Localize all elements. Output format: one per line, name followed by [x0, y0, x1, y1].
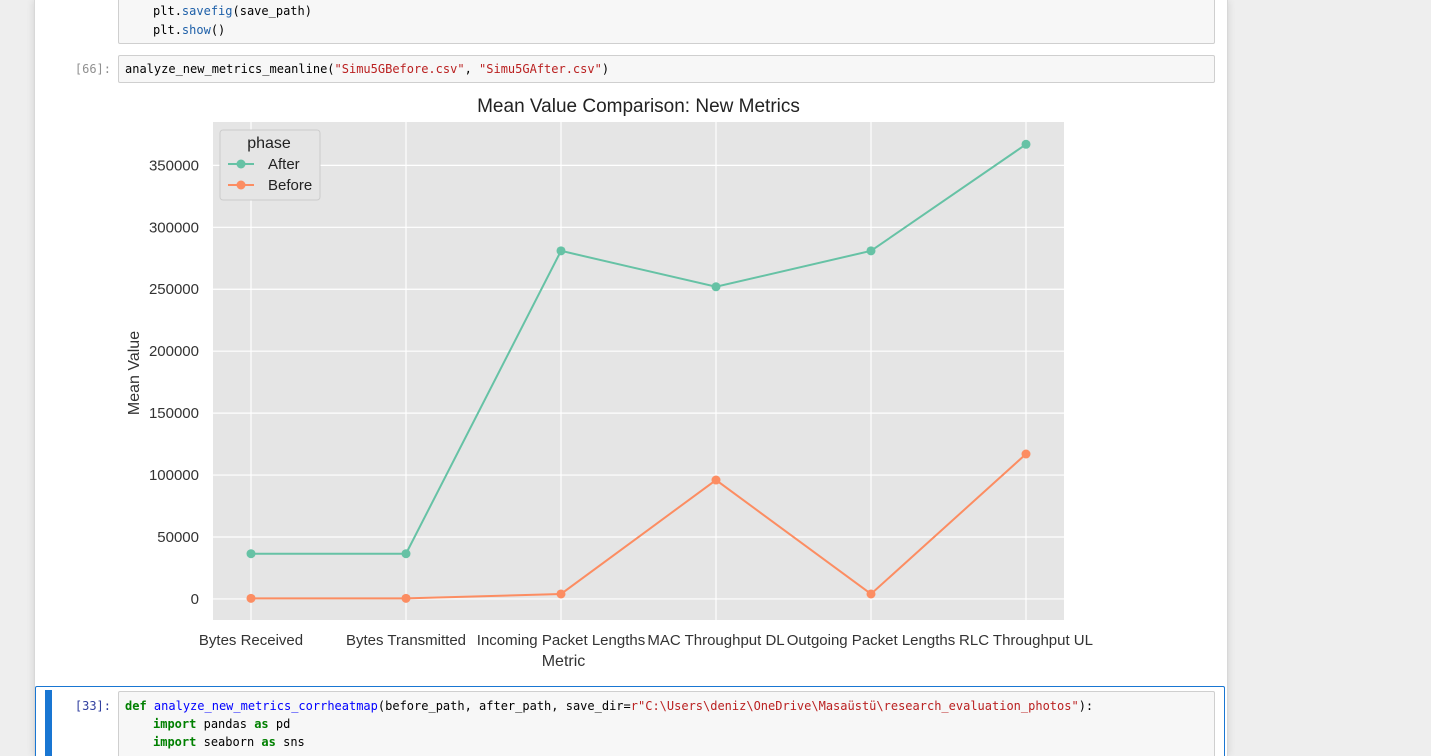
y-tick-label: 200000 — [149, 343, 199, 360]
code-line: import seaborn as sns — [153, 735, 305, 749]
selected-cell-frame — [35, 686, 1225, 756]
code-line: def analyze_new_metrics_corrheatmap(befo… — [125, 699, 1093, 713]
y-tick-label: 350000 — [149, 157, 199, 174]
cell-prompt-33: [33]: — [74, 699, 111, 713]
code-token: savefig — [181, 4, 233, 18]
legend-label: Before — [268, 177, 312, 194]
code-token: analyze_new_metrics_meanline( — [125, 62, 335, 76]
code-token: plt — [153, 23, 175, 37]
code-token: ) — [601, 62, 610, 76]
plot-area — [213, 122, 1064, 620]
code-line: plt.show() — [153, 23, 226, 37]
data-point-after — [1021, 139, 1031, 149]
code-cell-top[interactable]: plt.savefig(save_path) plt.show() — [118, 0, 1215, 44]
y-tick-label: 250000 — [149, 281, 199, 298]
code-token: (save_path) — [232, 4, 312, 18]
x-tick-label: Bytes Transmitted — [346, 632, 466, 649]
data-point-before — [1021, 449, 1031, 459]
cell-prompt-66: [66]: — [74, 62, 111, 76]
y-tick-label: 50000 — [157, 529, 199, 546]
y-tick-label: 0 — [191, 591, 199, 608]
code-line: analyze_new_metrics_meanline("Simu5GBefo… — [125, 62, 609, 76]
data-point-after — [711, 282, 721, 292]
legend-swatch-marker — [236, 180, 246, 190]
code-token: plt — [153, 4, 175, 18]
code-token: as — [254, 717, 269, 731]
code-line: import pandas as pd — [153, 717, 290, 731]
code-token: , — [464, 62, 480, 76]
y-tick-label: 300000 — [149, 219, 199, 236]
code-token: analyze_new_metrics_corrheatmap — [153, 699, 378, 713]
code-token: import — [153, 717, 197, 731]
series-line-before — [251, 453, 1027, 600]
data-point-after — [556, 246, 566, 256]
code-token: show — [181, 23, 211, 37]
mean-value-line-chart: 0 50000 100000 150000 200000 250000 300000 3500… — [126, 96, 1093, 670]
code-token: "Simu5GBefore.csv" — [334, 62, 465, 76]
chart-title: Mean Value Comparison: New Metrics — [477, 96, 800, 117]
code-token: def — [125, 699, 147, 713]
x-tick-label: Bytes Received — [199, 632, 303, 649]
legend-title: phase — [247, 135, 291, 152]
code-token: import — [153, 735, 197, 749]
notebook-panel: plt.savefig(save_path) plt.show() [66]: … — [34, 0, 1228, 756]
x-tick-label: MAC Throughput DL — [647, 632, 784, 649]
x-tick-label: Incoming Packet Lengths — [477, 632, 645, 649]
x-axis-label: Metric — [542, 653, 586, 670]
cell-selection-indicator[interactable] — [45, 690, 52, 756]
data-point-before — [556, 589, 566, 599]
data-point-after — [246, 549, 256, 559]
legend-label: After — [268, 156, 300, 173]
code-token: ): — [1078, 699, 1094, 713]
legend-swatch-marker — [236, 159, 246, 169]
code-token: as — [261, 735, 276, 749]
code-token: () — [210, 23, 226, 37]
code-line: plt.savefig(save_path) — [153, 4, 312, 18]
data-point-before — [401, 593, 411, 603]
code-token: seaborn — [203, 735, 255, 749]
code-cell-33[interactable]: def analyze_new_metrics_corrheatmap(befo… — [118, 691, 1215, 756]
code-token: sns — [283, 735, 305, 749]
code-cell-66[interactable]: analyze_new_metrics_meanline("Simu5GBefo… — [118, 55, 1215, 83]
data-point-after — [401, 549, 411, 559]
data-point-before — [711, 475, 721, 485]
code-token: "Simu5GAfter.csv" — [479, 62, 602, 76]
series-line-after — [251, 143, 1027, 555]
code-token: r"C:\Users\deniz\OneDrive\Masaüstü\resea… — [630, 699, 1079, 713]
data-point-before — [866, 589, 876, 599]
data-point-before — [246, 593, 256, 603]
legend-box — [219, 129, 321, 201]
x-tick-label: RLC Throughput UL — [959, 632, 1093, 649]
x-tick-label: Outgoing Packet Lengths — [787, 632, 955, 649]
y-tick-label: 150000 — [149, 405, 199, 422]
y-axis-label: Mean Value — [126, 331, 143, 415]
code-token: pd — [275, 717, 291, 731]
code-token: (before_path, after_path, save_dir= — [377, 699, 631, 713]
code-token: pandas — [203, 717, 247, 731]
y-tick-label: 100000 — [149, 467, 199, 484]
data-point-after — [866, 246, 876, 256]
